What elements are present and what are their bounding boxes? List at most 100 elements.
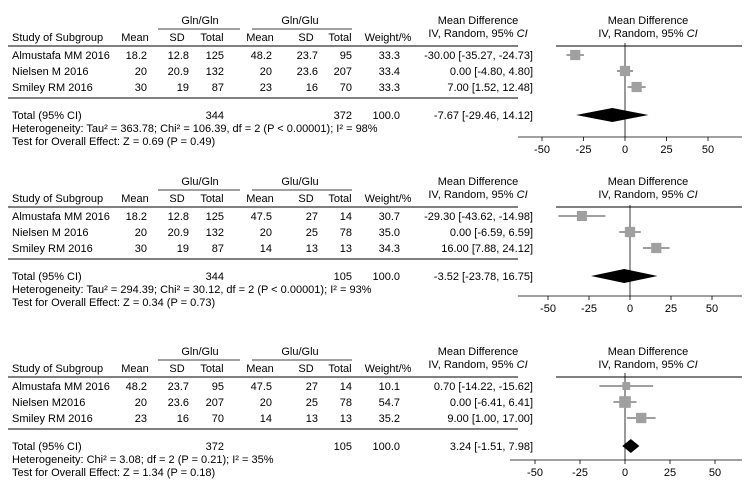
group1-total: 125 — [206, 50, 224, 62]
group2-total: 14 — [340, 381, 352, 393]
pooled-effect-diamond — [591, 269, 658, 283]
study-effect-square — [619, 65, 631, 77]
mean-difference-ci: 0.00 [-6.59, 6.59] — [450, 227, 533, 239]
group2-total: 78 — [340, 397, 352, 409]
x-tick-label: -50 — [540, 303, 556, 315]
weight-value: 10.1 — [379, 381, 400, 393]
group1-total: 132 — [206, 227, 224, 239]
x-tick-label: -25 — [572, 467, 588, 479]
group2-total: 13 — [340, 243, 352, 255]
group1-mean: 48.2 — [126, 381, 147, 393]
ci-label: CI — [687, 28, 698, 40]
weight-header: Weight/% — [365, 363, 412, 375]
group1-total: 207 — [206, 397, 224, 409]
x-tick-label: 0 — [622, 144, 628, 156]
mean-difference-ci: 9.00 [1.00, 17.00] — [447, 413, 533, 425]
mean-difference-ci: -29.30 [-43.62, -14.98] — [424, 211, 533, 223]
mean-difference-ci: -30.00 [-35.27, -24.73] — [424, 50, 533, 62]
study-name: Smiley RM 2016 — [12, 82, 93, 94]
x-tick-label: 0 — [622, 467, 628, 479]
study-effect-square — [631, 81, 642, 93]
group1-grand-total: 344 — [206, 271, 224, 283]
ci-label: CI — [517, 359, 528, 371]
group1-mean: 30 — [135, 243, 147, 255]
group1-header: Glu/Gln — [181, 176, 218, 188]
group2-mean: 14 — [260, 413, 272, 425]
group1-total: 125 — [206, 211, 224, 223]
total-weight: 100.0 — [372, 441, 400, 453]
group1-mean: 30 — [135, 82, 147, 94]
group1-mean: 18.2 — [126, 50, 147, 62]
group2-sd: 25 — [306, 227, 318, 239]
group1-header: Gln/Glu — [181, 346, 218, 358]
study-name: Almustafa MM 2016 — [12, 50, 110, 62]
weight-value: 34.3 — [379, 243, 400, 255]
x-tick-label: 25 — [660, 144, 672, 156]
study-name: Almustafa MM 2016 — [12, 211, 110, 223]
mean-difference-ci: 0.00 [-6.41, 6.41] — [450, 397, 533, 409]
weight-value: 33.3 — [379, 82, 400, 94]
group1-sd-header: SD — [169, 193, 184, 205]
group2-total: 78 — [340, 227, 352, 239]
mean-difference-ci: 16.00 [7.88, 24.12] — [441, 243, 533, 255]
group2-total: 95 — [340, 50, 352, 62]
group2-total: 70 — [340, 82, 352, 94]
overall-effect-text: Test for Overall Effect: Z = 0.69 (P = 0… — [12, 136, 215, 148]
group2-mean-header: Mean — [246, 32, 274, 44]
group1-sd: 19 — [177, 82, 189, 94]
overall-effect-text: Test for Overall Effect: Z = 1.34 (P = 0… — [12, 467, 215, 479]
total-mean-difference-ci: -3.52 [-23.78, 16.75] — [434, 271, 533, 283]
group1-sd: 16 — [177, 413, 189, 425]
group1-sd-header: SD — [169, 363, 184, 375]
group2-mean: 14 — [260, 243, 272, 255]
md-plot-header-method: IV, Random, 95% CI — [598, 28, 697, 40]
group2-total-header: Total — [328, 363, 351, 375]
group1-sd: 12.8 — [168, 211, 189, 223]
group2-sd: 13 — [306, 243, 318, 255]
group2-sd-header: SD — [298, 193, 313, 205]
x-tick-label: 50 — [706, 303, 718, 315]
pooled-effect-diamond — [622, 439, 640, 453]
ci-label: CI — [687, 189, 698, 201]
group2-total-header: Total — [328, 193, 351, 205]
forest-plot-3: -50 -25 0 25 50 — [510, 373, 742, 479]
group2-grand-total: 105 — [334, 271, 352, 283]
md-plot-header-title: Mean Difference — [608, 346, 689, 358]
group2-sd: 23.6 — [297, 66, 318, 78]
group2-header: Glu/Glu — [281, 176, 318, 188]
study-column-header: Study of Subgroup — [12, 363, 103, 375]
group1-mean-header: Mean — [121, 193, 149, 205]
study-name: Nielsen M2016 — [12, 397, 85, 409]
group1-total: 87 — [212, 82, 224, 94]
ci-label: CI — [687, 359, 698, 371]
group2-header: Glu/Glu — [281, 346, 318, 358]
total-label: Total (95% CI) — [12, 441, 82, 453]
ci-label: CI — [517, 28, 528, 40]
study-column-header: Study of Subgroup — [12, 32, 103, 44]
weight-value: 33.3 — [379, 50, 400, 62]
weight-header: Weight/% — [365, 32, 412, 44]
group1-mean: 20 — [135, 397, 147, 409]
group2-mean: 20 — [260, 227, 272, 239]
group1-sd: 12.8 — [168, 50, 189, 62]
weight-header: Weight/% — [365, 193, 412, 205]
md-header-title: Mean Difference — [438, 15, 519, 27]
md-plot-header-method: IV, Random, 95% CI — [598, 189, 697, 201]
group2-sd: 16 — [306, 82, 318, 94]
group2-mean: 20 — [260, 397, 272, 409]
group1-mean-header: Mean — [121, 363, 149, 375]
group1-sd: 20.9 — [168, 66, 189, 78]
x-tick-label: 25 — [665, 303, 677, 315]
group2-sd: 13 — [306, 413, 318, 425]
group2-mean: 23 — [260, 82, 272, 94]
group2-mean: 48.2 — [251, 50, 272, 62]
weight-value: 30.7 — [379, 211, 400, 223]
group1-mean-header: Mean — [121, 32, 149, 44]
x-tick-label: -50 — [527, 467, 543, 479]
x-tick-label: -50 — [534, 144, 550, 156]
md-header-title: Mean Difference — [438, 346, 519, 358]
